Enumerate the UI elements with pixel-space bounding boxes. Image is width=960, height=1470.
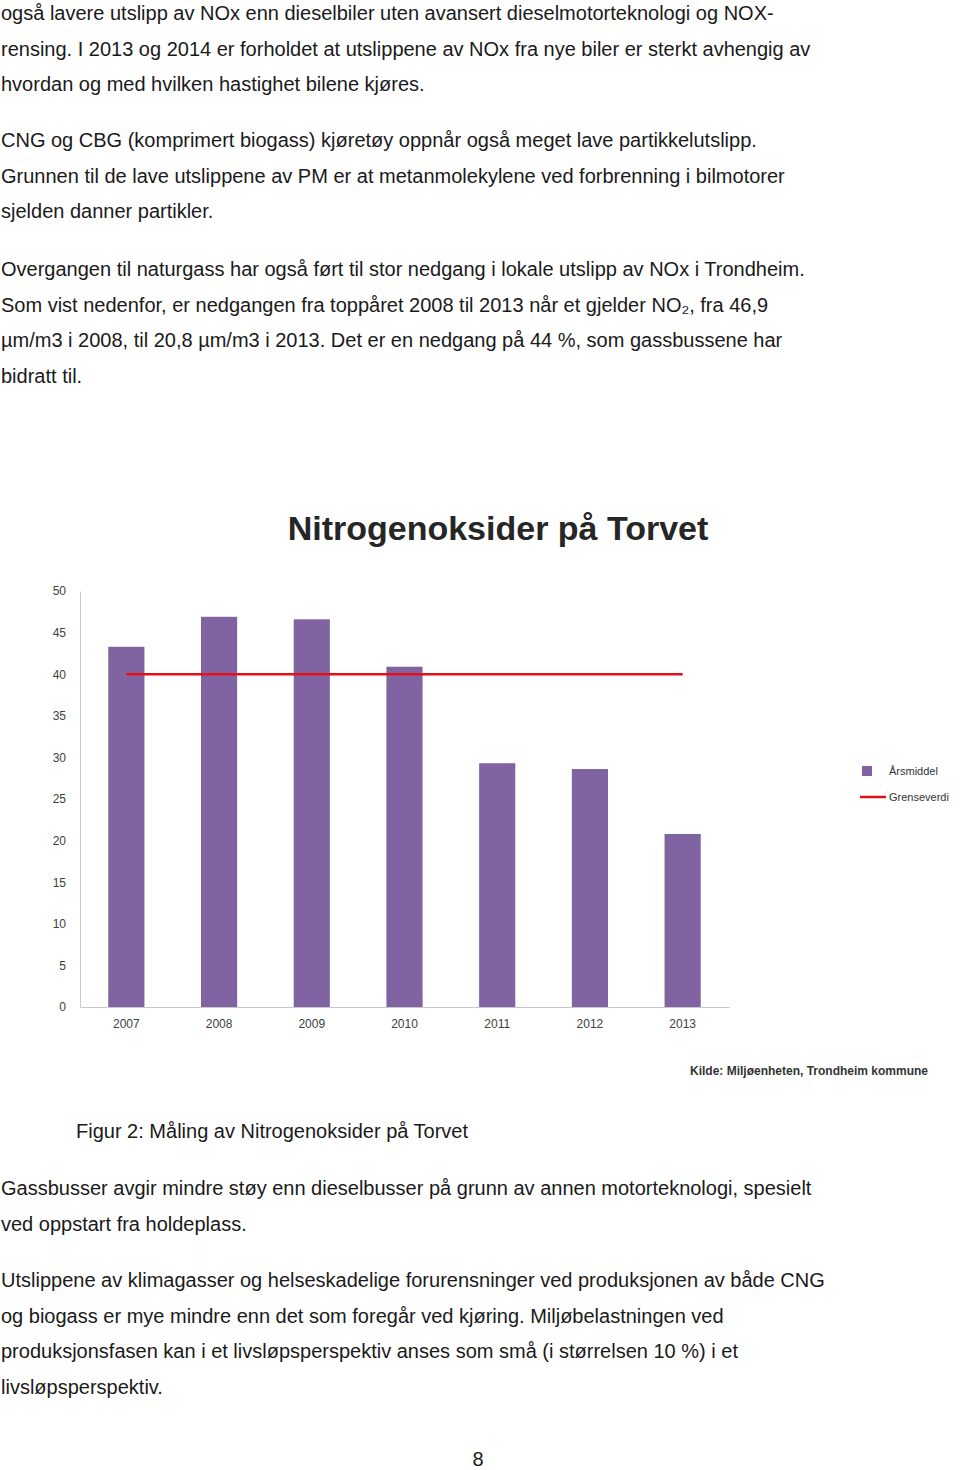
source-note: Kilde: Miljøenheten, Trondheim kommune [690,1064,928,1078]
paragraph-line: også lavere utslipp av NOx enn dieselbil… [1,1,774,25]
y-axis: 0 5 10 15 20 25 30 35 40 45 50 [53,584,81,1014]
bar [572,769,608,1007]
paragraph-line: Grunnen til de lave utslippene av PM er … [1,164,785,188]
bar [386,667,422,1007]
x-axis: 2007 2008 2009 2010 2011 2012 2013 [81,1007,730,1031]
tick-label: 25 [53,792,67,806]
tick-label: 40 [53,668,67,682]
figure-caption: Figur 2: Måling av Nitrogenoksider på To… [76,1119,468,1143]
line [126,673,682,676]
paragraph-line: produksjonsfasen kan i et livsløpsperspe… [1,1339,738,1363]
tick-label: 15 [53,876,67,890]
paragraph-line: µm/m3 i 2008, til 20,8 µm/m3 i 2013. Det… [1,328,782,352]
legend-label: Grenseverdi [889,791,949,803]
tick: 2009 [298,1007,325,1031]
tick-label: 45 [53,626,67,640]
paragraph-line: sjelden danner partikler. [1,199,213,223]
paragraph-line: og biogass er mye mindre enn det som for… [1,1304,724,1328]
paragraph-line: bidratt til. [1,364,82,388]
tick: 5 [59,959,80,973]
paragraph-line: CNG og CBG (komprimert biogass) kjøretøy… [1,128,757,152]
tick: 40 [53,668,80,682]
tick-label: 50 [53,584,67,598]
tick: 2008 [206,1007,233,1031]
tick: 2007 [113,1007,140,1031]
tick: 30 [53,751,80,765]
tick-label: 20 [53,834,67,848]
axis-line [80,592,81,1008]
tick-label: 10 [53,917,67,931]
tick-label: 30 [53,751,67,765]
tick-label: 2012 [577,1017,604,1031]
tick: 35 [53,709,80,723]
legend: Årsmiddel Grenseverdi [860,765,949,803]
legend-swatch [862,766,872,776]
legend-swatch [860,796,886,799]
chart-title: Nitrogenoksider på Torvet [288,509,709,547]
tick-label: 2010 [391,1017,418,1031]
paragraph-line: Gassbusser avgir mindre støy enn dieselb… [1,1176,811,1200]
bar [108,647,144,1007]
tick-label: 5 [59,959,66,973]
tick-label: 2007 [113,1017,140,1031]
tick: 20 [53,834,80,848]
paragraph-line: livsløpsperspektiv. [1,1375,163,1399]
tick: 50 [53,584,80,598]
plot-area [108,617,700,1007]
bar [665,834,701,1007]
tick-label: 2008 [206,1017,233,1031]
chart: Nitrogenoksider på Torvet 0 5 10 15 20 25 30 35 4… [53,509,949,1078]
bar [294,619,330,1007]
tick: 2011 [484,1007,510,1031]
tick: 2013 [669,1007,696,1031]
paragraph-line: Overgangen til naturgass har også ført t… [1,257,805,281]
tick: 25 [53,792,80,806]
tick: 15 [53,876,80,890]
axis-line [81,1007,730,1008]
paragraph-line: Utslippene av klimagasser og helseskadel… [1,1268,825,1292]
tick: 2010 [391,1007,418,1031]
paragraph-line: hvordan og med hvilken hastighet bilene … [1,72,425,96]
tick: 45 [53,626,80,640]
paragraph-line: ved oppstart fra holdeplass. [1,1212,247,1236]
tick-label: 2011 [484,1017,510,1031]
tick-label: 2009 [298,1017,325,1031]
tick: 0 [59,1000,80,1014]
paragraph-line: rensing. I 2013 og 2014 er forholdet at … [1,37,810,61]
tick: 10 [53,917,80,931]
tick-label: 0 [59,1000,66,1014]
tick: 2012 [577,1007,604,1031]
page-number: 8 [0,1447,956,1470]
paragraph-line: Som vist nedenfor, er nedgangen fra topp… [1,293,768,317]
tick-label: 2013 [669,1017,696,1031]
bar [479,763,515,1007]
legend-label: Årsmiddel [889,765,938,777]
tick-label: 35 [53,709,67,723]
bar-series [108,617,700,1007]
